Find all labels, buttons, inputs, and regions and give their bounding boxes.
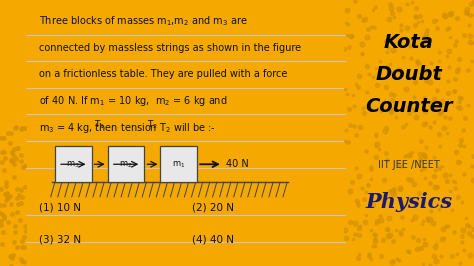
- Text: (4) 40 N: (4) 40 N: [192, 234, 235, 244]
- Text: m$_3$: m$_3$: [66, 159, 80, 169]
- Bar: [160, 146, 197, 182]
- Text: Kota: Kota: [384, 33, 434, 52]
- Text: (1) 10 N: (1) 10 N: [39, 202, 81, 213]
- Text: T$_1$: T$_1$: [94, 118, 105, 131]
- Text: connected by massless strings as shown in the figure: connected by massless strings as shown i…: [39, 43, 301, 53]
- Text: T$_2$: T$_2$: [147, 118, 158, 131]
- Text: of 40 N. If m$_1$ = 10 kg,  m$_2$ = 6 kg and: of 40 N. If m$_1$ = 10 kg, m$_2$ = 6 kg …: [39, 94, 228, 108]
- Text: m$_1$: m$_1$: [172, 159, 185, 169]
- Text: Physics: Physics: [365, 192, 452, 212]
- Text: m$_3$ = 4 kg, then tension T$_2$ will be :-: m$_3$ = 4 kg, then tension T$_2$ will be…: [39, 121, 216, 135]
- Text: (3) 32 N: (3) 32 N: [39, 234, 81, 244]
- Bar: [55, 146, 91, 182]
- Text: Counter: Counter: [365, 97, 453, 116]
- Text: 40 N: 40 N: [226, 159, 249, 169]
- Text: Three blocks of masses m$_1$,m$_2$ and m$_3$ are: Three blocks of masses m$_1$,m$_2$ and m…: [39, 14, 247, 28]
- Text: on a frictionless table. They are pulled with a force: on a frictionless table. They are pulled…: [39, 69, 287, 80]
- Bar: [108, 146, 145, 182]
- Text: IIT JEE /NEET: IIT JEE /NEET: [378, 160, 440, 170]
- Text: (2) 20 N: (2) 20 N: [192, 202, 235, 213]
- Text: m$_2$: m$_2$: [119, 159, 133, 169]
- Text: Doubt: Doubt: [375, 65, 442, 84]
